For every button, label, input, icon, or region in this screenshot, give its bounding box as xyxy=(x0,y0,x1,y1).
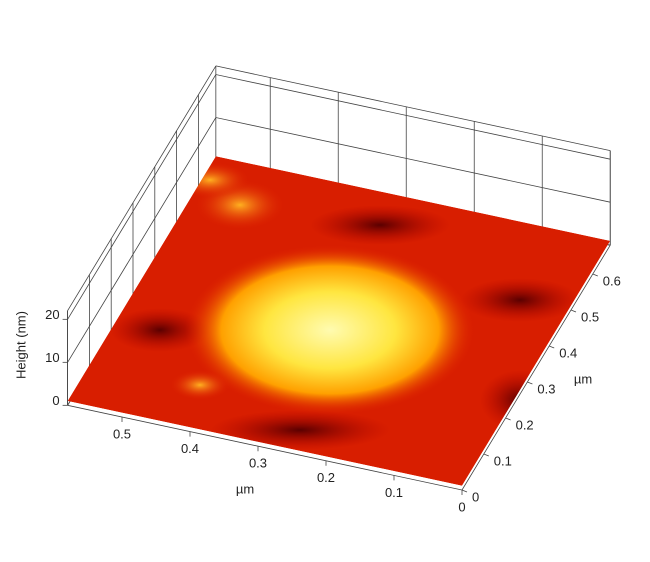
z-tick-label: 20 xyxy=(45,307,59,322)
y-tick-label: 0.5 xyxy=(581,309,599,324)
x-tick-label: 0.4 xyxy=(181,441,199,456)
z-tick-label: 0 xyxy=(52,393,59,408)
grid-line xyxy=(67,117,611,363)
x-axis-label: µm xyxy=(236,481,254,496)
z-axis-label: Height (nm) xyxy=(13,311,28,379)
x-tick-label: 0 xyxy=(458,499,465,514)
y-tick xyxy=(592,273,598,277)
x-axis xyxy=(67,404,463,491)
y-tick xyxy=(461,489,468,493)
x-tick-label: 0.3 xyxy=(249,456,267,471)
y-tick-label: 0.2 xyxy=(516,417,534,432)
y-tick-label: 0 xyxy=(472,489,479,504)
y-tick xyxy=(570,309,577,313)
x-tick-label: 0.2 xyxy=(317,470,335,485)
surface xyxy=(67,156,611,486)
x-tick-label: 0.5 xyxy=(113,426,131,441)
y-axis-label: µm xyxy=(574,371,592,386)
x-tick-label: 0.1 xyxy=(385,485,403,500)
y-tick xyxy=(483,453,489,457)
y-tick-label: 0.3 xyxy=(537,381,555,396)
y-tick-label: 0.6 xyxy=(603,273,621,288)
box-edge xyxy=(67,65,217,311)
y-axis xyxy=(461,244,611,491)
y-tick xyxy=(505,417,511,421)
y-tick-label: 0.1 xyxy=(494,453,512,468)
y-tick-label: 0.4 xyxy=(559,345,577,360)
y-tick xyxy=(549,345,555,349)
box-edge xyxy=(215,65,611,151)
z-tick-label: 10 xyxy=(45,350,59,365)
y-tick xyxy=(527,381,533,385)
grid-line xyxy=(67,74,611,320)
